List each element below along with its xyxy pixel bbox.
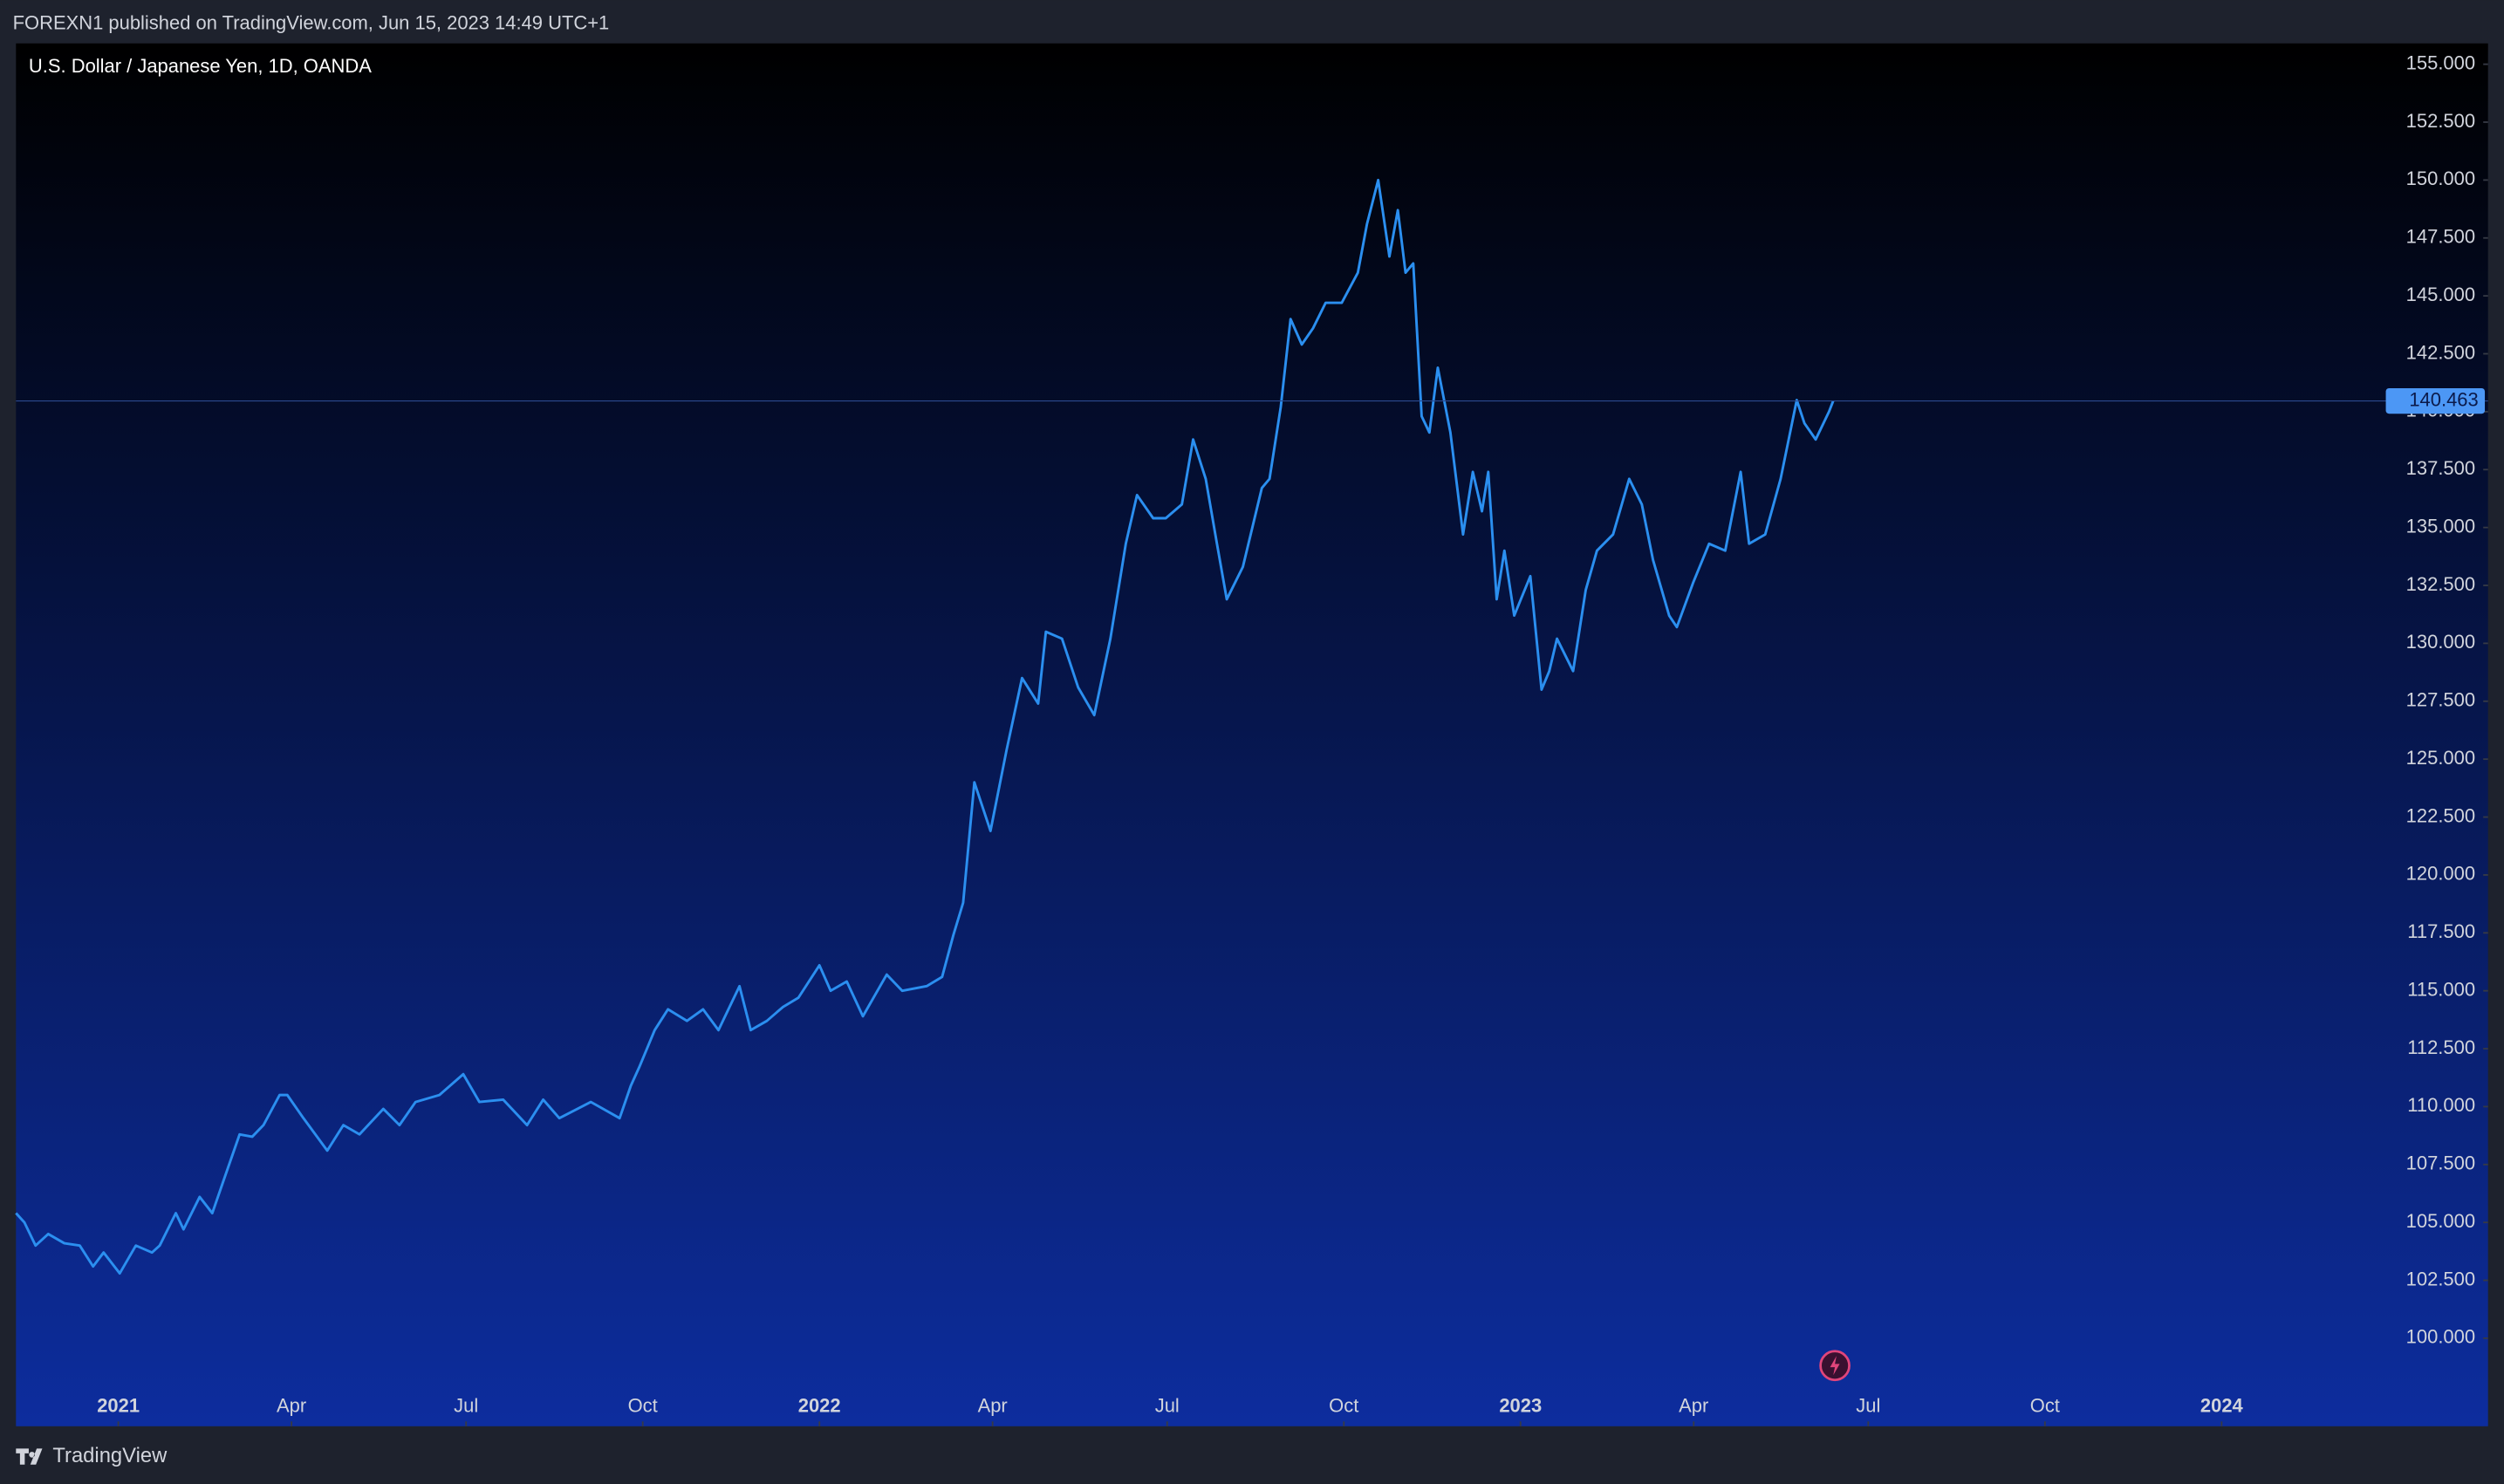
y-tick-label: 112.500 (2407, 1036, 2475, 1058)
x-tick-label: Oct (2030, 1395, 2060, 1417)
x-tick-label: Apr (277, 1395, 306, 1417)
y-tick-label: 147.500 (2406, 226, 2475, 248)
x-tick-label: Jul (1155, 1395, 1180, 1417)
chart-title: U.S. Dollar / Japanese Yen, 1D, OANDA (29, 55, 372, 77)
chart-area (16, 43, 2488, 1426)
y-tick-label: 152.500 (2406, 110, 2475, 132)
y-tick-label: 150.000 (2406, 168, 2475, 189)
y-tick-label: 132.500 (2406, 573, 2475, 595)
y-tick-label: 122.500 (2406, 804, 2475, 826)
footer-logo[interactable]: TradingView (16, 1444, 168, 1467)
x-tick-label: Apr (1679, 1395, 1708, 1417)
y-tick-label: 100.000 (2406, 1326, 2475, 1348)
y-tick-label: 142.500 (2406, 341, 2475, 363)
y-tick-label: 145.000 (2406, 284, 2475, 305)
x-tick-label: 2024 (2200, 1395, 2244, 1417)
brand[interactable]: TradingView (52, 1444, 168, 1467)
y-tick-label: 115.000 (2407, 978, 2475, 1000)
last-price-box (2385, 387, 2486, 414)
x-tick-label: Oct (1329, 1395, 1358, 1417)
y-tick-label: 102.500 (2406, 1268, 2475, 1289)
x-tick-label: 2023 (1499, 1395, 1542, 1417)
published-note: FOREXN1 published on TradingView.com, Ju… (13, 12, 610, 34)
x-tick-label: 2022 (798, 1395, 841, 1417)
y-tick-label: 137.500 (2406, 457, 2475, 479)
y-tick-label: 135.000 (2406, 515, 2475, 537)
y-tick-label: 110.000 (2407, 1094, 2475, 1116)
y-tick-label: 127.500 (2406, 689, 2475, 711)
lightning-icon[interactable] (1819, 1350, 1851, 1382)
x-tick-label: 2021 (97, 1395, 140, 1417)
y-tick-label: 107.500 (2406, 1152, 2475, 1174)
price-line (15, 178, 1835, 1275)
x-tick-label: Jul (1856, 1395, 1880, 1417)
y-tick-label: 105.000 (2406, 1210, 2475, 1232)
last-price-label: 140.463 (2409, 388, 2478, 410)
y-tick-label: 130.000 (2406, 631, 2475, 653)
y-tick-label: 155.000 (2406, 51, 2475, 73)
x-tick-label: Apr (978, 1395, 1008, 1417)
y-tick-label: 120.000 (2406, 863, 2475, 885)
x-tick-label: Jul (454, 1395, 478, 1417)
y-tick-label: 117.500 (2407, 920, 2475, 942)
x-tick-label: Oct (628, 1395, 658, 1417)
y-tick-label: 125.000 (2406, 747, 2475, 769)
